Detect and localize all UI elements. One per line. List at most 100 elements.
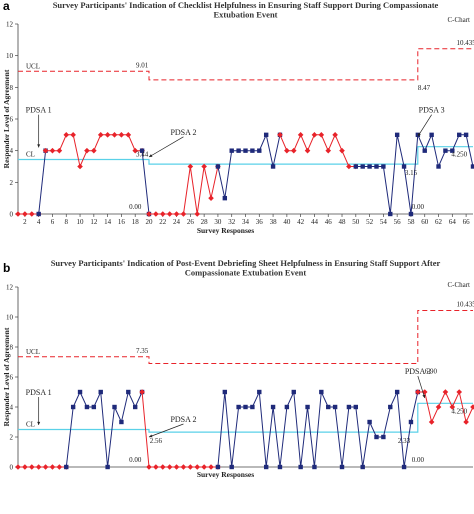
data-point: [194, 464, 201, 470]
value-annotation: 4.250: [451, 407, 467, 415]
data-point: [318, 132, 325, 138]
series-line: [65, 390, 143, 468]
x-tick-label: 42: [297, 218, 305, 226]
data-point: [401, 164, 407, 169]
x-tick-label: 62: [435, 218, 443, 226]
data-point: [415, 389, 421, 395]
data-point: [119, 419, 124, 425]
data-point: [201, 464, 207, 470]
data-point: [56, 464, 63, 470]
pdsa-arrowhead: [148, 434, 153, 438]
data-point: [428, 419, 435, 425]
data-point: [470, 404, 474, 410]
data-point: [70, 132, 76, 138]
ucl-line: [18, 310, 473, 364]
value-annotation: 0.00: [129, 203, 142, 211]
data-point: [180, 464, 187, 470]
data-point: [277, 132, 283, 138]
value-annotation: 0.00: [129, 456, 142, 464]
data-point: [243, 148, 248, 153]
y-tick-label: 12: [6, 21, 14, 29]
x-tick-label: 2: [23, 218, 27, 226]
data-point: [42, 464, 49, 470]
data-point: [187, 464, 194, 470]
data-point: [105, 464, 110, 470]
chart-panel-b: b Survey Participants' Indication of Post…: [2, 258, 474, 479]
pdsa-label: PDSA 1: [26, 388, 52, 397]
pdsa-label: PDSA 2: [170, 128, 196, 137]
data-point: [222, 195, 228, 201]
cl-label: CL: [26, 151, 35, 159]
data-point: [126, 389, 131, 395]
data-point: [263, 464, 269, 470]
value-annotation: 0.00: [412, 203, 425, 211]
data-point: [215, 164, 221, 169]
value-annotation: 0.00: [412, 456, 425, 464]
data-point: [394, 132, 400, 138]
data-point: [146, 464, 152, 470]
data-point: [97, 132, 104, 138]
panel-label: a: [3, 0, 10, 13]
data-point: [77, 389, 83, 395]
y-tick-label: 12: [6, 284, 14, 292]
data-point: [70, 404, 76, 410]
x-tick-label: 8: [65, 218, 69, 226]
y-tick-label: 10: [6, 314, 14, 322]
data-point: [132, 147, 138, 154]
data-point: [166, 464, 173, 470]
data-point: [325, 147, 332, 154]
data-point: [84, 404, 90, 410]
value-annotation: 2.56: [150, 437, 163, 445]
data-point: [463, 419, 469, 425]
data-point: [381, 164, 386, 169]
x-tick-label: 6: [51, 218, 55, 226]
data-point: [346, 404, 352, 410]
data-point: [159, 464, 166, 470]
data-point: [436, 164, 441, 169]
pdsa-arrowhead: [148, 154, 153, 157]
data-point: [35, 464, 42, 470]
data-point: [298, 464, 303, 470]
data-point: [173, 464, 180, 470]
ucl-line: [18, 48, 473, 81]
chart-title: Survey Participants' Indication of Post-…: [51, 258, 441, 268]
x-tick-label: 18: [132, 218, 140, 226]
data-point: [28, 211, 35, 217]
data-point: [408, 211, 414, 217]
data-point: [208, 464, 214, 470]
data-point: [457, 132, 462, 138]
pdsa-arrow: [417, 375, 426, 399]
data-point: [305, 404, 310, 410]
data-point: [180, 211, 187, 217]
data-point: [442, 389, 449, 395]
value-annotation: 8.47: [418, 84, 431, 92]
data-point: [421, 389, 428, 395]
x-tick-label: 56: [394, 218, 402, 226]
data-point: [470, 164, 474, 169]
data-point: [449, 404, 456, 410]
pdsa-arrowhead: [37, 144, 41, 148]
data-point: [91, 404, 97, 410]
x-tick-label: 14: [104, 218, 112, 226]
value-annotation: 10.435: [456, 39, 474, 47]
x-tick-label: 48: [339, 218, 347, 226]
data-point: [456, 389, 463, 395]
data-point: [401, 464, 407, 470]
pdsa-arrow: [148, 423, 184, 438]
data-point: [422, 148, 427, 153]
data-point: [367, 164, 372, 169]
data-point: [166, 211, 173, 217]
series-line: [38, 150, 47, 215]
value-annotation: 7.35: [136, 347, 149, 355]
data-point: [125, 132, 132, 138]
data-point: [153, 464, 159, 470]
y-tick-label: 4: [10, 147, 14, 155]
x-tick-label: 58: [407, 218, 415, 226]
cl-line: [18, 146, 473, 165]
y-tick-label: 2: [10, 434, 14, 442]
data-point: [450, 148, 455, 153]
data-point: [263, 132, 269, 138]
y-tick-label: 6: [10, 116, 14, 124]
data-point: [42, 147, 49, 154]
pdsa-label: PDSA 3: [419, 106, 445, 115]
